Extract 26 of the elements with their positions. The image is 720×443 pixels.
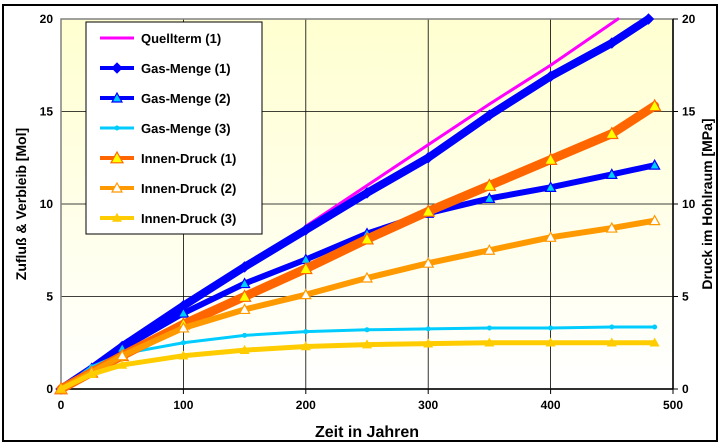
y-tick-label: 15 bbox=[40, 104, 54, 118]
y-tick-label: 10 bbox=[40, 197, 54, 211]
y-axis-title: Zufluß & Verbleib [Mol] bbox=[13, 128, 29, 280]
y2-tick-label: 20 bbox=[682, 12, 696, 26]
legend-label: Gas-Menge (3) bbox=[141, 121, 231, 136]
x-tick-label: 100 bbox=[173, 398, 194, 412]
y-tick-label: 0 bbox=[46, 382, 54, 396]
legend-label: Innen-Druck (2) bbox=[141, 181, 236, 196]
y-tick-label: 20 bbox=[40, 12, 54, 26]
y2-tick-label: 10 bbox=[682, 197, 696, 211]
y-tick-label: 5 bbox=[46, 290, 54, 304]
legend-label: Innen-Druck (1) bbox=[141, 151, 236, 166]
legend-label: Quellterm (1) bbox=[141, 31, 222, 46]
y2-tick-label: 15 bbox=[682, 104, 696, 118]
x-tick-label: 200 bbox=[296, 398, 316, 412]
legend-label: Gas-Menge (1) bbox=[141, 61, 231, 76]
x-tick-label: 300 bbox=[418, 398, 439, 412]
legend-label: Gas-Menge (2) bbox=[141, 91, 231, 106]
y2-tick-label: 0 bbox=[682, 382, 689, 396]
x-tick-label: 500 bbox=[662, 398, 684, 412]
legend-label: Innen-Druck (3) bbox=[141, 211, 236, 226]
y2-axis-title: Druck im Hohlraum [MPa] bbox=[699, 118, 715, 290]
x-tick-label: 400 bbox=[540, 398, 561, 412]
x-tick-label: 0 bbox=[58, 398, 65, 412]
x-axis-title: Zeit in Jahren bbox=[314, 424, 420, 441]
y2-tick-label: 5 bbox=[682, 290, 689, 304]
